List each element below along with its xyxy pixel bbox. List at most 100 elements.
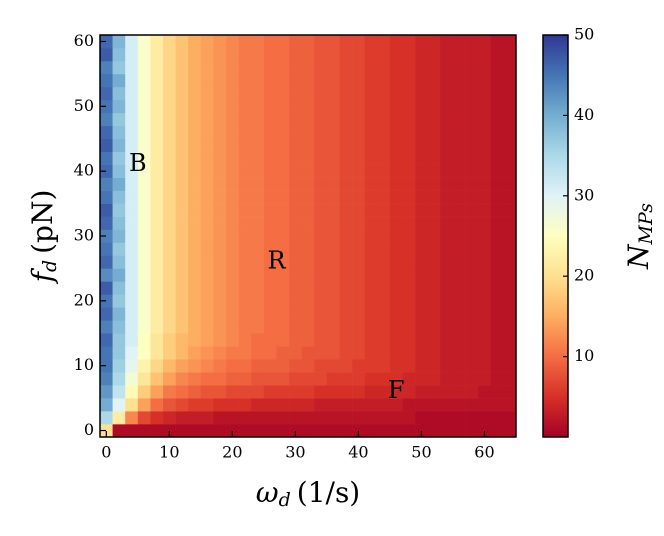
- heat-cell: [402, 60, 416, 75]
- heat-cell: [503, 125, 517, 140]
- heat-cell: [452, 203, 466, 217]
- heat-cell: [163, 216, 176, 230]
- heat-cell: [478, 73, 492, 88]
- heat-cell: [100, 60, 113, 75]
- heat-cell: [377, 411, 391, 425]
- heat-cell: [112, 229, 126, 243]
- heat-cell: [314, 268, 328, 282]
- heat-cell: [137, 164, 151, 178]
- heat-cell: [452, 86, 466, 101]
- heat-cell: [452, 177, 466, 191]
- heat-cell: [415, 281, 429, 295]
- heat-cell: [389, 268, 403, 282]
- heat-cell: [112, 164, 126, 178]
- heat-cell: [213, 190, 227, 204]
- heat-cell: [263, 411, 277, 425]
- heat-cell: [490, 294, 504, 308]
- heat-cell: [402, 177, 416, 191]
- heat-cell: [314, 411, 328, 425]
- heat-cell: [125, 268, 139, 282]
- heat-cell: [125, 398, 139, 412]
- heat-cell: [213, 151, 227, 165]
- heat-cell: [440, 320, 454, 334]
- heat-cell: [364, 281, 378, 295]
- heat-cell: [188, 47, 202, 62]
- heat-cell: [112, 112, 126, 127]
- heat-cell: [427, 372, 441, 386]
- heat-cell: [200, 294, 214, 308]
- heat-cell: [213, 281, 227, 295]
- heat-cell: [200, 268, 214, 282]
- heat-cell: [150, 320, 164, 334]
- heat-cell: [465, 164, 479, 178]
- heat-cell: [112, 86, 126, 101]
- heat-cell: [490, 203, 504, 217]
- heat-cell: [503, 307, 517, 321]
- heat-cell: [100, 177, 113, 191]
- heat-cell: [389, 359, 403, 373]
- heat-cell: [100, 372, 113, 386]
- heat-cell: [163, 359, 176, 373]
- heat-cell: [339, 333, 353, 347]
- heat-cell: [326, 60, 340, 75]
- heat-cell: [289, 242, 302, 256]
- heat-cell: [175, 60, 189, 75]
- heat-cell: [427, 190, 441, 204]
- heat-cell: [478, 203, 492, 217]
- heat-cell: [314, 177, 328, 191]
- heat-cell: [137, 112, 151, 127]
- heat-cell: [263, 151, 277, 165]
- heat-cell: [339, 35, 353, 49]
- heat-cell: [503, 190, 517, 204]
- heat-cell: [150, 177, 164, 191]
- heat-cell: [200, 242, 214, 256]
- heat-cell: [490, 281, 504, 295]
- heat-cell: [213, 242, 227, 256]
- heat-cell: [226, 346, 239, 360]
- heat-cell: [440, 35, 454, 49]
- heat-cell: [289, 398, 302, 412]
- heat-cell: [150, 411, 164, 425]
- heat-cell: [263, 385, 277, 399]
- heat-cell: [364, 294, 378, 308]
- heat-cell: [238, 177, 252, 191]
- heat-cell: [238, 398, 252, 412]
- heat-cell: [100, 203, 113, 217]
- heat-cell: [125, 138, 139, 153]
- heat-cell: [289, 60, 302, 75]
- heat-cell: [112, 60, 126, 75]
- heat-cell: [137, 216, 151, 230]
- heat-cell: [364, 333, 378, 347]
- heat-cell: [125, 73, 139, 88]
- heat-cell: [238, 424, 252, 438]
- heat-cell: [125, 203, 139, 217]
- heat-cell: [213, 411, 227, 425]
- heat-cell: [137, 398, 151, 412]
- heat-cell: [175, 151, 189, 165]
- heat-cell: [452, 385, 466, 399]
- heat-cell: [503, 333, 517, 347]
- heat-cell: [389, 281, 403, 295]
- heat-cell: [352, 190, 366, 204]
- heat-cell: [301, 35, 315, 49]
- heat-cell: [289, 47, 302, 62]
- heat-cell: [377, 255, 391, 269]
- heat-cell: [125, 359, 139, 373]
- heat-cell: [326, 125, 340, 140]
- heat-cell: [100, 242, 113, 256]
- heat-cell: [377, 372, 391, 386]
- heat-cell: [478, 47, 492, 62]
- heat-cell: [364, 151, 378, 165]
- heat-cell: [377, 177, 391, 191]
- heat-cell: [226, 398, 239, 412]
- heat-cell: [440, 229, 454, 243]
- heat-cell: [352, 320, 366, 334]
- heat-cell: [100, 255, 113, 269]
- heat-cell: [440, 294, 454, 308]
- heat-cell: [427, 307, 441, 321]
- heat-cell: [188, 151, 202, 165]
- heat-cell: [364, 99, 378, 114]
- heat-cell: [150, 151, 164, 165]
- heat-cell: [490, 242, 504, 256]
- heat-cell: [326, 190, 340, 204]
